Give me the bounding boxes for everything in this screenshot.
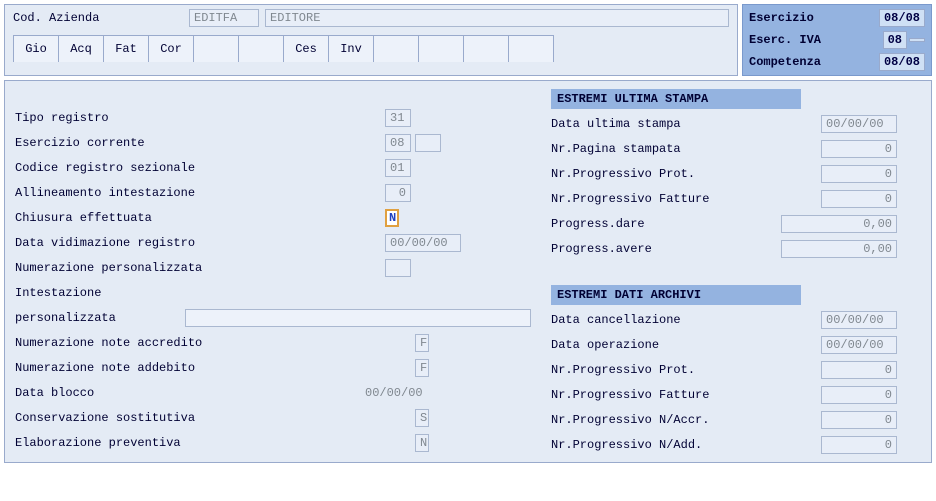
nr-prog-naccr-label: Nr.Progressivo N/Accr. <box>551 413 741 427</box>
esercizio-corrente-field[interactable]: 08 <box>385 134 411 152</box>
esercizio-corrente-label: Esercizio corrente <box>15 136 215 150</box>
chiusura-label: Chiusura effettuata <box>15 211 215 225</box>
nr-prog-prot2-label: Nr.Progressivo Prot. <box>551 363 741 377</box>
left-column: Tipo registro 31 Esercizio corrente 08 C… <box>15 89 531 454</box>
cod-azienda-code[interactable]: EDITFA <box>189 9 259 27</box>
progress-avere-field[interactable]: 0,00 <box>781 240 897 258</box>
progress-dare-field[interactable]: 0,00 <box>781 215 897 233</box>
tipo-registro-label: Tipo registro <box>15 111 215 125</box>
nr-prog-nadd-label: Nr.Progressivo N/Add. <box>551 438 741 452</box>
personalizzata-field[interactable] <box>185 309 531 327</box>
eserc-iva-label: Eserc. IVA <box>749 33 883 47</box>
intestazione-label: Intestazione <box>15 286 215 300</box>
tab-empty-4[interactable] <box>418 35 464 62</box>
nr-prog-fatture2-label: Nr.Progressivo Fatture <box>551 388 741 402</box>
tab-gio[interactable]: Gio <box>13 35 59 62</box>
right-column: ESTREMI ULTIMA STAMPA Data ultima stampa… <box>551 89 921 454</box>
competenza-label: Competenza <box>749 55 879 69</box>
data-vidimazione-label: Data vidimazione registro <box>15 236 215 250</box>
nr-prog-fatture-label: Nr.Progressivo Fatture <box>551 192 741 206</box>
personalizzata-label: personalizzata <box>15 311 185 325</box>
progress-avere-label: Progress.avere <box>551 242 741 256</box>
codice-registro-field[interactable]: 01 <box>385 159 411 177</box>
data-cancellazione-label: Data cancellazione <box>551 313 741 327</box>
nr-prog-prot2-field[interactable]: 0 <box>821 361 897 379</box>
data-blocco-field: 00/00/00 <box>365 386 423 400</box>
tab-acq[interactable]: Acq <box>58 35 104 62</box>
nr-pagina-field[interactable]: 0 <box>821 140 897 158</box>
data-ultima-stampa-field[interactable]: 00/00/00 <box>821 115 897 133</box>
data-operazione-field[interactable]: 00/00/00 <box>821 336 897 354</box>
esercizio-value[interactable]: 08/08 <box>879 9 925 27</box>
conservazione-label: Conservazione sostitutiva <box>15 411 215 425</box>
num-note-addebito-field[interactable]: F <box>415 359 429 377</box>
allineamento-field[interactable]: 0 <box>385 184 411 202</box>
cod-azienda-name[interactable]: EDITORE <box>265 9 729 27</box>
tabs: Gio Acq Fat Cor Ces Inv <box>13 35 729 62</box>
section-ultima-stampa: ESTREMI ULTIMA STAMPA <box>551 89 801 109</box>
tab-empty-5[interactable] <box>463 35 509 62</box>
tab-ces[interactable]: Ces <box>283 35 329 62</box>
data-cancellazione-field[interactable]: 00/00/00 <box>821 311 897 329</box>
numerazione-pers-field[interactable] <box>385 259 411 277</box>
numerazione-pers-label: Numerazione personalizzata <box>15 261 215 275</box>
data-operazione-label: Data operazione <box>551 338 741 352</box>
nr-prog-nadd-field[interactable]: 0 <box>821 436 897 454</box>
eserc-iva-value[interactable]: 08 <box>883 31 907 49</box>
right-header: Esercizio 08/08 Eserc. IVA 08 Competenza… <box>742 4 932 76</box>
nr-prog-fatture2-field[interactable]: 0 <box>821 386 897 404</box>
num-note-accredito-label: Numerazione note accredito <box>15 336 215 350</box>
nr-prog-naccr-field[interactable]: 0 <box>821 411 897 429</box>
tab-empty-1[interactable] <box>193 35 239 62</box>
chiusura-field[interactable]: N <box>385 209 399 227</box>
tab-cor[interactable]: Cor <box>148 35 194 62</box>
tab-empty-2[interactable] <box>238 35 284 62</box>
tab-fat[interactable]: Fat <box>103 35 149 62</box>
tab-empty-3[interactable] <box>373 35 419 62</box>
left-header: Cod. Azienda EDITFA EDITORE Gio Acq Fat … <box>4 4 738 76</box>
competenza-value[interactable]: 08/08 <box>879 53 925 71</box>
cod-azienda-label: Cod. Azienda <box>13 11 183 25</box>
esercizio-label: Esercizio <box>749 11 879 25</box>
nr-prog-prot-field[interactable]: 0 <box>821 165 897 183</box>
top-area: Cod. Azienda EDITFA EDITORE Gio Acq Fat … <box>0 0 936 80</box>
elaborazione-field[interactable]: N <box>415 434 429 452</box>
num-note-accredito-field[interactable]: F <box>415 334 429 352</box>
conservazione-field[interactable]: S <box>415 409 429 427</box>
progress-dare-label: Progress.dare <box>551 217 741 231</box>
data-blocco-label: Data blocco <box>15 386 215 400</box>
esercizio-corrente-field2[interactable] <box>415 134 441 152</box>
num-note-addebito-label: Numerazione note addebito <box>15 361 215 375</box>
nr-prog-prot-label: Nr.Progressivo Prot. <box>551 167 741 181</box>
tab-inv[interactable]: Inv <box>328 35 374 62</box>
data-ultima-stampa-label: Data ultima stampa <box>551 117 741 131</box>
section-dati-archivi: ESTREMI DATI ARCHIVI <box>551 285 801 305</box>
tab-empty-6[interactable] <box>508 35 554 62</box>
nr-pagina-label: Nr.Pagina stampata <box>551 142 741 156</box>
tipo-registro-field[interactable]: 31 <box>385 109 411 127</box>
codice-registro-label: Codice registro sezionale <box>15 161 215 175</box>
main-panel: Tipo registro 31 Esercizio corrente 08 C… <box>4 80 932 463</box>
nr-prog-fatture-field[interactable]: 0 <box>821 190 897 208</box>
data-vidimazione-field[interactable]: 00/00/00 <box>385 234 461 252</box>
allineamento-label: Allineamento intestazione <box>15 186 215 200</box>
elaborazione-label: Elaborazione preventiva <box>15 436 215 450</box>
eserc-iva-extra[interactable] <box>909 38 925 42</box>
